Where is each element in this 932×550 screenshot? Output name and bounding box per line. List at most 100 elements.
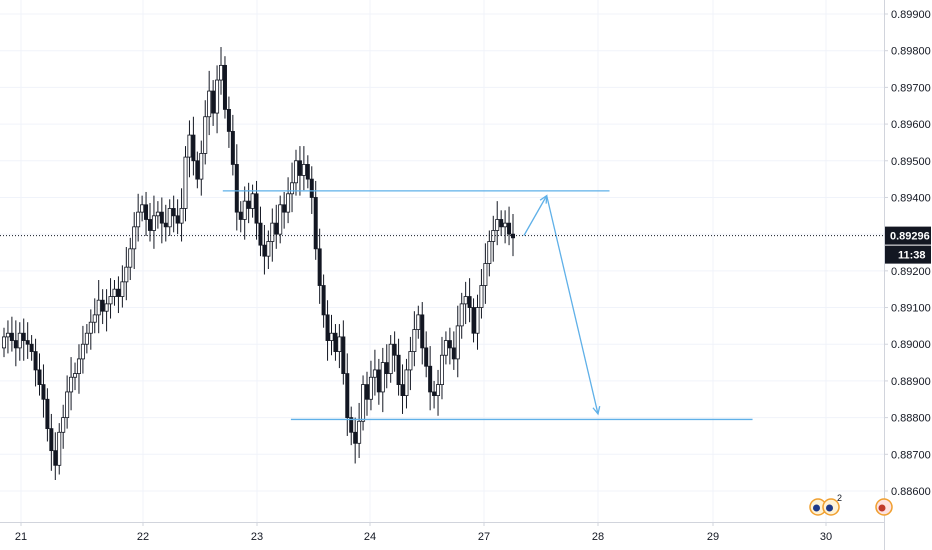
candle-body-up bbox=[207, 90, 212, 118]
candle-body-down bbox=[33, 351, 38, 371]
candle-body-down bbox=[222, 64, 227, 110]
arrow-head[interactable] bbox=[592, 405, 601, 416]
candle bbox=[368, 360, 373, 411]
candle bbox=[140, 195, 145, 222]
candle-body-down bbox=[345, 373, 350, 419]
date-tick-label: 24 bbox=[364, 531, 376, 543]
price-tick-label: 0.89600 bbox=[891, 119, 931, 131]
candle-body-down bbox=[471, 307, 476, 334]
projection-segment[interactable] bbox=[546, 195, 599, 415]
candle bbox=[100, 289, 105, 325]
candle-body-up bbox=[199, 153, 204, 180]
candle bbox=[9, 316, 14, 352]
horizontal-levels[interactable] bbox=[222, 190, 753, 421]
candle bbox=[179, 188, 184, 242]
candle-body-down bbox=[313, 197, 318, 250]
candle bbox=[270, 208, 275, 262]
date-tick-label: 23 bbox=[251, 531, 263, 543]
candle-body-down bbox=[392, 343, 397, 356]
candle bbox=[41, 364, 46, 418]
candle bbox=[219, 47, 224, 95]
candle-body-up bbox=[151, 215, 156, 231]
candle-body-down bbox=[45, 398, 50, 430]
candle-body-down bbox=[13, 340, 18, 349]
candle bbox=[305, 155, 310, 189]
projection-path[interactable] bbox=[523, 194, 601, 416]
candle-body-up bbox=[416, 314, 421, 330]
candle bbox=[365, 371, 370, 416]
candle bbox=[17, 322, 22, 361]
candle bbox=[451, 331, 456, 370]
candle bbox=[293, 149, 298, 196]
candle-body-down bbox=[376, 369, 381, 393]
candle-body-down bbox=[211, 90, 216, 114]
candle bbox=[345, 353, 350, 436]
candle bbox=[467, 278, 472, 323]
candle bbox=[128, 237, 133, 281]
candle-body-down bbox=[507, 222, 512, 235]
candle bbox=[144, 191, 149, 236]
candle bbox=[88, 309, 93, 350]
candle bbox=[404, 358, 409, 409]
candle-body-up bbox=[463, 296, 468, 305]
projection-segment[interactable] bbox=[523, 195, 548, 236]
candle bbox=[309, 166, 314, 214]
candle bbox=[183, 146, 188, 222]
candle-body-down bbox=[116, 288, 121, 297]
countdown-badge bbox=[885, 245, 931, 264]
grid bbox=[0, 0, 884, 522]
candle bbox=[487, 230, 492, 277]
candle-body-down bbox=[262, 244, 267, 257]
candle-body-down bbox=[420, 314, 425, 349]
candle bbox=[230, 114, 235, 176]
candle-body-down bbox=[400, 384, 405, 397]
candle bbox=[333, 324, 338, 361]
candle-body-down bbox=[195, 160, 200, 180]
candle-body-down bbox=[159, 211, 164, 224]
candle bbox=[349, 406, 354, 446]
candle bbox=[357, 402, 362, 458]
candle bbox=[392, 331, 397, 372]
candle bbox=[262, 224, 267, 275]
date-tick-label: 21 bbox=[15, 531, 27, 543]
candle-body-down bbox=[424, 347, 429, 367]
candle bbox=[29, 335, 34, 361]
candle-body-up bbox=[215, 79, 220, 114]
candle-body-up bbox=[5, 332, 10, 338]
candle-body-up bbox=[84, 332, 89, 345]
candle-body-down bbox=[246, 200, 251, 209]
candle bbox=[412, 311, 417, 367]
candle bbox=[92, 298, 97, 334]
candle-body-up bbox=[439, 354, 444, 385]
candle-body-down bbox=[191, 134, 196, 162]
candle bbox=[171, 195, 176, 233]
events-markers[interactable]: 2 bbox=[809, 493, 893, 516]
candle bbox=[155, 201, 160, 229]
event-marker-partial[interactable] bbox=[875, 498, 893, 516]
candle-body-up bbox=[242, 200, 247, 220]
event-dot bbox=[826, 504, 833, 512]
candle bbox=[376, 358, 381, 405]
candle-body-up bbox=[140, 204, 145, 213]
candle bbox=[84, 324, 89, 354]
candle-body-up bbox=[361, 384, 366, 422]
candle bbox=[49, 413, 54, 471]
candle bbox=[61, 404, 66, 449]
candle-body-up bbox=[388, 343, 393, 374]
candle-body-down bbox=[171, 208, 176, 217]
candle-body-down bbox=[230, 131, 235, 165]
price-tick-label: 0.89100 bbox=[891, 303, 931, 315]
candle-body-up bbox=[479, 285, 484, 308]
candle bbox=[491, 215, 496, 262]
candle-body-down bbox=[238, 211, 243, 220]
candle-body-up bbox=[167, 208, 172, 228]
earnings-event-icon[interactable] bbox=[809, 498, 840, 516]
candle bbox=[400, 364, 405, 414]
candle bbox=[428, 346, 433, 411]
candle-body-up bbox=[73, 373, 78, 378]
candle-body-up bbox=[503, 222, 508, 228]
candle-body-down bbox=[325, 314, 330, 341]
candle bbox=[301, 146, 306, 191]
